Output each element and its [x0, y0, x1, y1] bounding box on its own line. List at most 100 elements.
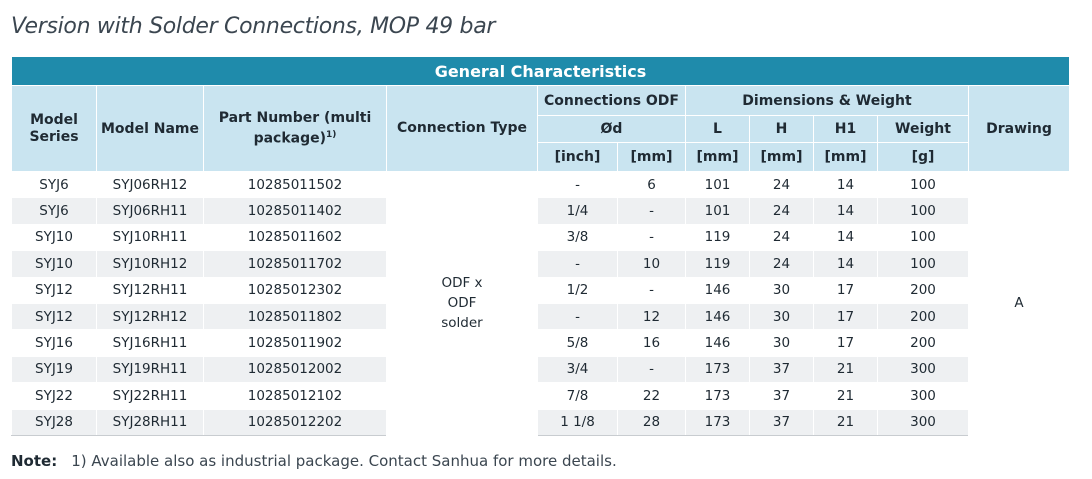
- cell-od-inch: 1/4: [537, 197, 618, 225]
- cell-length: 173: [685, 382, 750, 410]
- unit-mm-h: [mm]: [749, 142, 814, 172]
- cell-od-mm: 10: [617, 250, 686, 278]
- cell-model-name: SYJ10RH12: [96, 250, 204, 278]
- cell-model-series: SYJ19: [11, 355, 97, 384]
- cell-model-name: SYJ06RH11: [96, 197, 204, 225]
- cell-length: 173: [685, 408, 750, 436]
- cell-model-series: SYJ16: [11, 329, 97, 357]
- part-number-footnote-mark: 1): [326, 129, 337, 140]
- header-drawing: Drawing: [968, 85, 1070, 172]
- cell-part-number: 10285012202: [203, 408, 387, 436]
- part-number-label: Part Number (multi package): [218, 109, 372, 147]
- header-model-series: Model Series: [11, 85, 97, 172]
- header-h: H: [749, 115, 814, 143]
- cell-od-inch: 3/4: [537, 355, 618, 384]
- cell-height: 30: [749, 276, 814, 304]
- cell-connection-type: ODF x ODF solder: [386, 171, 538, 436]
- cell-model-name: SYJ12RH11: [96, 276, 204, 304]
- cell-model-series: SYJ6: [11, 197, 97, 225]
- cell-part-number: 10285011602: [203, 223, 387, 252]
- cell-model-series: SYJ22: [11, 382, 97, 410]
- cell-weight: 300: [877, 355, 969, 384]
- cell-h1: 17: [813, 276, 878, 304]
- cell-height: 30: [749, 302, 814, 331]
- cell-weight: 300: [877, 382, 969, 410]
- cell-part-number: 10285012102: [203, 382, 387, 410]
- cell-part-number: 10285012002: [203, 355, 387, 384]
- cell-weight: 100: [877, 170, 969, 199]
- table-row: SYJ6 SYJ06RH12 10285011502 ODF x ODF solder…: [11, 170, 1070, 436]
- footnote: Note: 1) Available also as industrial pac…: [11, 452, 617, 470]
- cell-weight: 200: [877, 276, 969, 304]
- unit-mm-h1: [mm]: [813, 142, 878, 172]
- cell-height: 24: [749, 197, 814, 225]
- cell-height: 24: [749, 223, 814, 252]
- cell-od-mm: 22: [617, 382, 686, 410]
- cell-od-mm: -: [617, 197, 686, 225]
- note-label: Note:: [11, 452, 58, 470]
- table-row: SYJ19 SYJ19RH11 10285012002 3/4-173 37 21 300: [11, 355, 1070, 384]
- cell-h1: 17: [813, 302, 878, 331]
- cell-weight: 100: [877, 223, 969, 252]
- unit-g: [g]: [877, 142, 969, 172]
- cell-od-inch: -: [537, 302, 618, 331]
- header-weight: Weight: [877, 115, 969, 143]
- cell-h1: 21: [813, 408, 878, 436]
- cell-h1: 21: [813, 355, 878, 384]
- cell-od-mm: 16: [617, 329, 686, 357]
- header-model-name: Model Name: [96, 85, 204, 172]
- cell-height: 37: [749, 408, 814, 436]
- header-l: L: [685, 115, 750, 143]
- header-od: Ød: [537, 115, 686, 143]
- cell-length: 146: [685, 276, 750, 304]
- cell-length: 101: [685, 170, 750, 199]
- table-row: SYJ6 SYJ06RH11 10285011402 1/4-101 24 14 100: [11, 197, 1070, 225]
- table-row: SYJ12 SYJ12RH11 10285012302 1/2-146 30 17 200: [11, 276, 1070, 304]
- cell-model-series: SYJ10: [11, 223, 97, 252]
- header-h1: H1: [813, 115, 878, 143]
- cell-od-inch: 7/8: [537, 382, 618, 410]
- cell-length: 119: [685, 223, 750, 252]
- cell-od-mm: -: [617, 276, 686, 304]
- cell-height: 30: [749, 329, 814, 357]
- cell-part-number: 10285011702: [203, 250, 387, 278]
- cell-od-mm: -: [617, 223, 686, 252]
- header-connection-type: Connection Type: [386, 85, 538, 172]
- cell-h1: 21: [813, 382, 878, 410]
- table-row: SYJ28 SYJ28RH11 10285012202 1 1/8 28 173 37 21 3…: [11, 408, 1070, 436]
- cell-part-number: 10285011402: [203, 197, 387, 225]
- cell-length: 146: [685, 329, 750, 357]
- unit-inch: [inch]: [537, 142, 618, 172]
- cell-part-number: 10285011502: [203, 170, 387, 199]
- cell-model-name: SYJ19RH11: [96, 355, 204, 384]
- cell-weight: 200: [877, 329, 969, 357]
- cell-model-series: SYJ10: [11, 250, 97, 278]
- cell-model-name: SYJ28RH11: [96, 408, 204, 436]
- table-body: SYJ6 SYJ06RH12 10285011502 ODF x ODF solder…: [11, 170, 1070, 436]
- cell-weight: 100: [877, 250, 969, 278]
- cell-model-series: SYJ12: [11, 302, 97, 331]
- cell-length: 101: [685, 197, 750, 225]
- cell-od-inch: 3/8: [537, 223, 618, 252]
- cell-h1: 14: [813, 223, 878, 252]
- cell-length: 119: [685, 250, 750, 278]
- table-row: SYJ10 SYJ10RH11 10285011602 3/8-119 24 14 100: [11, 223, 1070, 252]
- cell-model-name: SYJ10RH11: [96, 223, 204, 252]
- cell-model-name: SYJ22RH11: [96, 382, 204, 410]
- cell-model-name: SYJ12RH12: [96, 302, 204, 331]
- cell-part-number: 10285011902: [203, 329, 387, 357]
- table-row: SYJ16 SYJ16RH11 10285011902 5/8 16 146 30 17 200: [11, 329, 1070, 357]
- cell-od-inch: 5/8: [537, 329, 618, 357]
- table-row: SYJ12 SYJ12RH12 10285011802 -12 146 30 17 200: [11, 302, 1070, 331]
- cell-od-inch: 1 1/8: [537, 408, 618, 436]
- cell-od-mm: 6: [617, 170, 686, 199]
- cell-h1: 17: [813, 329, 878, 357]
- cell-model-name: SYJ06RH12: [96, 170, 204, 199]
- table-row: SYJ22 SYJ22RH11 10285012102 7/8 22 173 37 21 300: [11, 382, 1070, 410]
- cell-height: 37: [749, 382, 814, 410]
- header-connections-odf: Connections ODF: [537, 85, 686, 116]
- cell-weight: 200: [877, 302, 969, 331]
- cell-weight: 100: [877, 197, 969, 225]
- header-part-number: Part Number (multi package)1): [203, 85, 387, 172]
- cell-weight: 300: [877, 408, 969, 436]
